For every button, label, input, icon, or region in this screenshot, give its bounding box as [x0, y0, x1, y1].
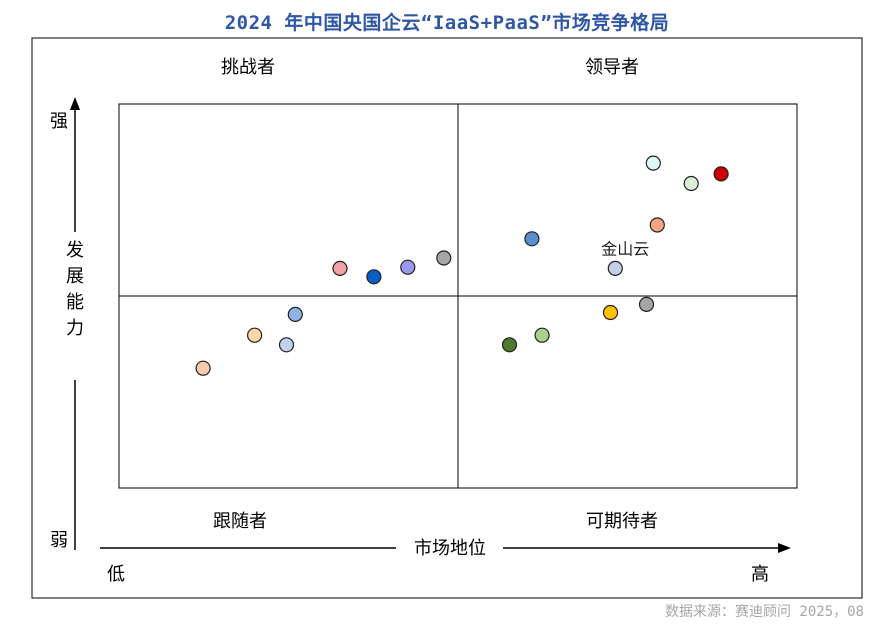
scatter-point-15: [638, 296, 655, 312]
scatter-point-4: [287, 306, 303, 322]
outer-frame: [31, 37, 863, 599]
x-axis-low-label: 低: [107, 564, 125, 585]
scatter-points: 金山云: [195, 155, 729, 376]
data-source-note: 数据来源：赛迪顾问 2025，08: [664, 604, 864, 620]
scatter-point-5: [332, 260, 348, 276]
scatter-point-17: [683, 175, 699, 192]
scatter-point-9: [501, 337, 518, 353]
y-axis-label-text: 发展能力: [66, 240, 84, 339]
x-axis-high-label: 高: [751, 564, 769, 585]
y-axis-arrowhead: [70, 97, 80, 110]
quadrant-label-promising: 可期待者: [586, 511, 658, 532]
scatter-point-18: [713, 166, 729, 182]
scatter-point-3: [278, 337, 295, 353]
x-axis-arrowhead: [778, 543, 791, 553]
x-axis-label: 市场地位: [414, 538, 486, 559]
scatter-point-6: [366, 269, 382, 285]
y-axis-label: 发展能力: [66, 240, 84, 339]
scatter-point-16: [645, 155, 661, 171]
scatter-point-13: [607, 260, 623, 276]
scatter-point-8: [436, 250, 452, 266]
y-axis-low-label: 弱: [50, 530, 68, 551]
scatter-point-14: [649, 217, 665, 233]
y-axis-label-char: 发: [66, 240, 84, 261]
scatter-point-2: [247, 327, 263, 343]
scatter-point-7: [400, 259, 416, 275]
quadrant-label-followers: 跟随者: [213, 511, 267, 532]
quadrant-label-leaders: 领导者: [585, 57, 639, 78]
scatter-point-10: [524, 231, 540, 247]
y-axis-label-char: 能: [66, 292, 84, 313]
chart-title: 2024 年中国央国企云“IaaS+PaaS”市场竞争格局: [224, 12, 670, 34]
scatter-point-1: [195, 360, 211, 376]
scatter-point-11: [534, 327, 550, 343]
point-label: 金山云: [601, 239, 649, 258]
scatter-point-12: [602, 304, 619, 321]
y-axis-high-label: 强: [50, 111, 68, 132]
y-axis-label-char: 展: [66, 266, 84, 287]
quadrant-label-challengers: 挑战者: [221, 57, 275, 78]
y-axis-label-char: 力: [66, 318, 84, 339]
